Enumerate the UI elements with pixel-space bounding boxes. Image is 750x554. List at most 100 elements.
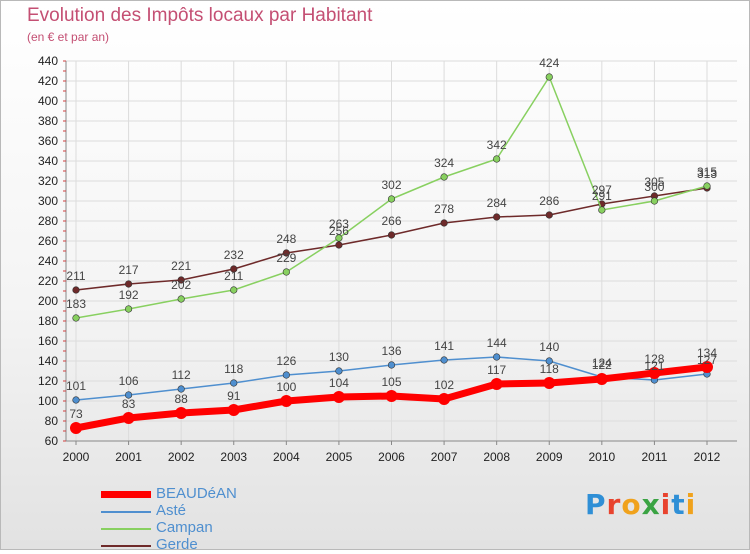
data-label: 248 <box>276 232 296 246</box>
data-label: 278 <box>434 202 454 216</box>
data-label: 122 <box>592 358 612 372</box>
x-tick-label: 2005 <box>326 450 353 464</box>
data-label: 221 <box>171 259 191 273</box>
chart-subtitle: (en € et par an) <box>27 30 110 44</box>
y-tick-label: 380 <box>38 114 58 128</box>
x-tick-label: 2003 <box>220 450 247 464</box>
data-point <box>440 219 448 227</box>
data-point <box>282 268 290 276</box>
legend-label: Asté <box>156 502 187 519</box>
y-tick-label: 340 <box>38 154 58 168</box>
chart-title: Evolution des Impôts locaux par Habitant <box>27 5 373 26</box>
data-label: 284 <box>487 196 507 210</box>
data-point <box>545 357 553 365</box>
data-label: 112 <box>172 368 191 382</box>
data-labels: 73 83 88 91 100 104 105 102 117 118 122 128 134 101 10… <box>66 56 717 421</box>
data-point <box>177 276 185 284</box>
data-label: 297 <box>592 183 612 197</box>
data-label: 136 <box>381 344 401 358</box>
data-point <box>70 422 82 434</box>
axes: 60 80 100 120 140 160 180 200 220 240 260 280 300 320… <box>38 54 737 464</box>
data-point <box>72 396 80 404</box>
data-label: 302 <box>381 178 401 192</box>
y-tick-label: 140 <box>38 354 58 368</box>
data-label: 315 <box>697 165 717 179</box>
y-tick-label: 240 <box>38 254 58 268</box>
data-point <box>493 213 501 221</box>
data-label: 118 <box>224 362 243 376</box>
data-label: 300 <box>644 180 664 194</box>
y-tick-label: 120 <box>38 374 58 388</box>
data-point <box>230 265 238 273</box>
y-tick-label: 400 <box>38 94 58 108</box>
legend-swatch <box>101 545 151 547</box>
data-point <box>280 395 293 407</box>
logo-letter: i <box>660 488 672 521</box>
x-tick-label: 2010 <box>588 450 615 464</box>
data-point <box>335 234 343 242</box>
y-tick-label: 60 <box>45 434 59 448</box>
data-label: 313 <box>697 167 717 181</box>
data-label: 424 <box>539 56 559 70</box>
data-point <box>648 367 661 379</box>
data-label: 144 <box>487 336 507 350</box>
data-point <box>440 173 448 181</box>
logo-letter: o <box>621 488 642 521</box>
data-label: 141 <box>434 339 454 353</box>
legend-swatch <box>101 491 151 498</box>
legend-label: Campan <box>156 519 213 536</box>
data-label: 256 <box>329 224 349 238</box>
data-point <box>387 195 396 203</box>
data-point <box>230 286 238 294</box>
y-tick-label: 160 <box>38 334 58 348</box>
data-label: 266 <box>381 214 401 228</box>
y-tick-label: 280 <box>38 214 58 228</box>
data-label: 91 <box>227 389 241 403</box>
data-label: 127 <box>697 353 717 367</box>
data-label: 192 <box>119 288 139 302</box>
data-point <box>72 286 80 294</box>
logo-letter: r <box>606 488 622 521</box>
data-point <box>282 371 290 379</box>
data-point <box>650 197 659 205</box>
data-point <box>490 378 503 390</box>
data-point <box>545 211 553 219</box>
legend-label: BEAUDéAN <box>156 485 237 502</box>
x-tick-label: 2002 <box>168 450 195 464</box>
data-point <box>438 393 451 405</box>
data-label: 342 <box>487 138 507 152</box>
data-point <box>387 361 396 369</box>
series-lines <box>70 73 713 434</box>
data-label: 106 <box>119 374 139 388</box>
data-label: 73 <box>69 407 83 421</box>
data-label: 83 <box>122 397 136 411</box>
data-label: 130 <box>329 350 349 364</box>
data-label: 211 <box>224 269 243 283</box>
y-tick-label: 300 <box>38 194 58 208</box>
x-tick-label: 2006 <box>378 450 405 464</box>
data-point <box>543 377 556 389</box>
data-label: 286 <box>539 194 559 208</box>
data-point <box>598 206 606 214</box>
data-label: 100 <box>276 380 296 394</box>
data-point <box>124 305 133 313</box>
data-label: 121 <box>644 359 664 373</box>
data-point <box>440 356 448 364</box>
data-point <box>387 231 396 239</box>
data-label: 102 <box>434 378 454 392</box>
x-tick-label: 2009 <box>536 450 563 464</box>
data-label: 124 <box>592 356 612 370</box>
y-tick-label: 200 <box>38 294 58 308</box>
data-label: 118 <box>540 362 559 376</box>
data-point <box>335 241 343 249</box>
logo-letter: t <box>671 488 686 521</box>
data-point <box>385 390 398 402</box>
y-tick-label: 420 <box>38 74 58 88</box>
data-label: 291 <box>592 189 612 203</box>
data-label: 202 <box>171 278 191 292</box>
data-label: 117 <box>487 363 506 377</box>
data-label: 211 <box>66 269 85 283</box>
data-point <box>227 404 240 416</box>
